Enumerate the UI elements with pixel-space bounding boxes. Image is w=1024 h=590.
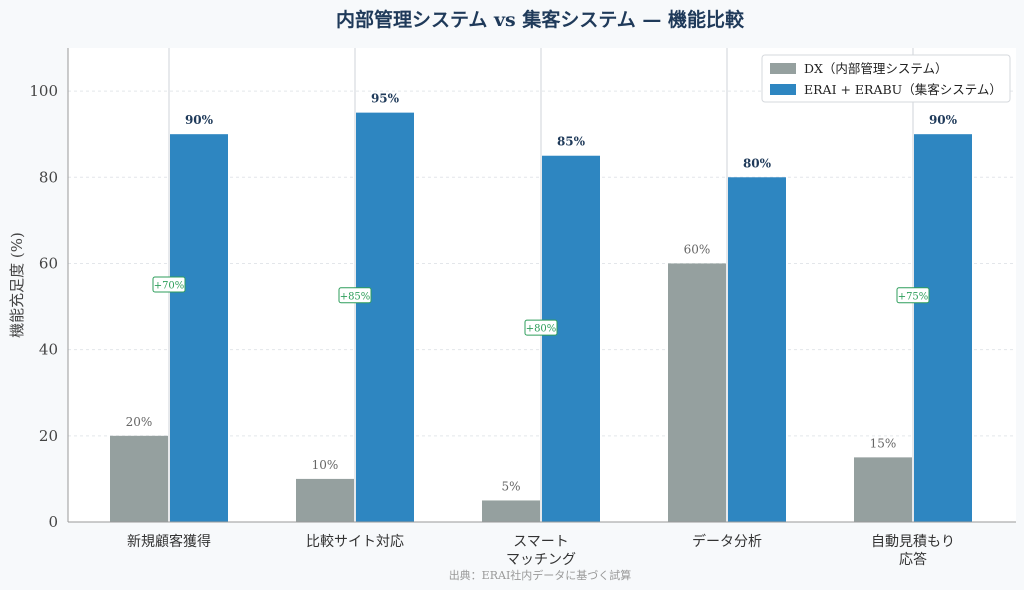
- bar-dx: [482, 500, 540, 522]
- y-tick-label: 40: [39, 341, 58, 359]
- legend-entry: DX（内部管理システム）: [804, 61, 948, 76]
- difference-badge: [524, 319, 558, 336]
- data-label-dx: 20%: [126, 415, 153, 429]
- data-label-erai: 90%: [185, 113, 214, 127]
- difference-badge: [152, 276, 186, 293]
- data-label-erai: 95%: [371, 92, 400, 106]
- difference-label: +80%: [526, 324, 557, 335]
- data-label-erai: 85%: [557, 135, 586, 149]
- data-label-dx: 15%: [870, 436, 897, 450]
- difference-label: +85%: [340, 291, 371, 302]
- y-axis-label: 機能充足度 (%): [8, 232, 26, 338]
- chart-title: 内部管理システム vs 集客システム — 機能比較: [336, 8, 745, 31]
- difference-badge: [896, 287, 930, 304]
- x-tick-label: 応答: [899, 551, 927, 568]
- bar-erai: [728, 177, 786, 523]
- y-tick-label: 80: [39, 168, 58, 186]
- difference-label: +70%: [154, 281, 185, 292]
- y-tick-label: 100: [29, 82, 58, 100]
- legend-entry: ERAI + ERABU（集客システム）: [804, 82, 1002, 97]
- y-tick-label: 20: [39, 427, 58, 445]
- difference-label: +75%: [898, 291, 929, 302]
- x-tick-label: スマート: [513, 534, 569, 550]
- bar-erai: [914, 134, 972, 522]
- data-label-dx: 5%: [501, 479, 520, 493]
- bar-dx: [110, 435, 168, 522]
- data-label-dx: 60%: [684, 242, 711, 256]
- bars: [110, 112, 972, 523]
- source-note: 出典：ERAI社内データに基づく試算: [449, 568, 632, 582]
- bar-erai: [170, 134, 228, 522]
- data-label-dx: 10%: [312, 458, 339, 472]
- legend-swatch: [770, 84, 796, 95]
- y-tick-label: 0: [48, 513, 58, 531]
- bar-dx: [668, 263, 726, 522]
- legend-swatch: [770, 63, 796, 74]
- data-label-erai: 90%: [929, 113, 958, 127]
- difference-badge: [338, 287, 372, 304]
- legend: DX（内部管理システム） ERAI + ERABU（集客システム）: [761, 54, 1011, 103]
- bar-dx: [296, 478, 354, 522]
- bar-erai: [356, 112, 414, 523]
- x-tick-label: 自動見積もり: [871, 534, 955, 550]
- bar-erai: [542, 155, 600, 522]
- legend-box: [761, 54, 1011, 103]
- x-tick-label: データ分析: [692, 533, 762, 550]
- x-tick-label: 比較サイト対応: [306, 534, 404, 550]
- bar-dx: [854, 457, 912, 522]
- x-tick-label: マッチング: [506, 552, 576, 568]
- x-tick-label: 新規顧客獲得: [127, 533, 211, 550]
- data-label-erai: 80%: [743, 156, 772, 170]
- value-labels: 20% 90% +70% 10% 95% +85% 5% 85% +80% 60% 80% 15% 90…: [126, 92, 958, 494]
- y-tick-label: 60: [39, 254, 58, 272]
